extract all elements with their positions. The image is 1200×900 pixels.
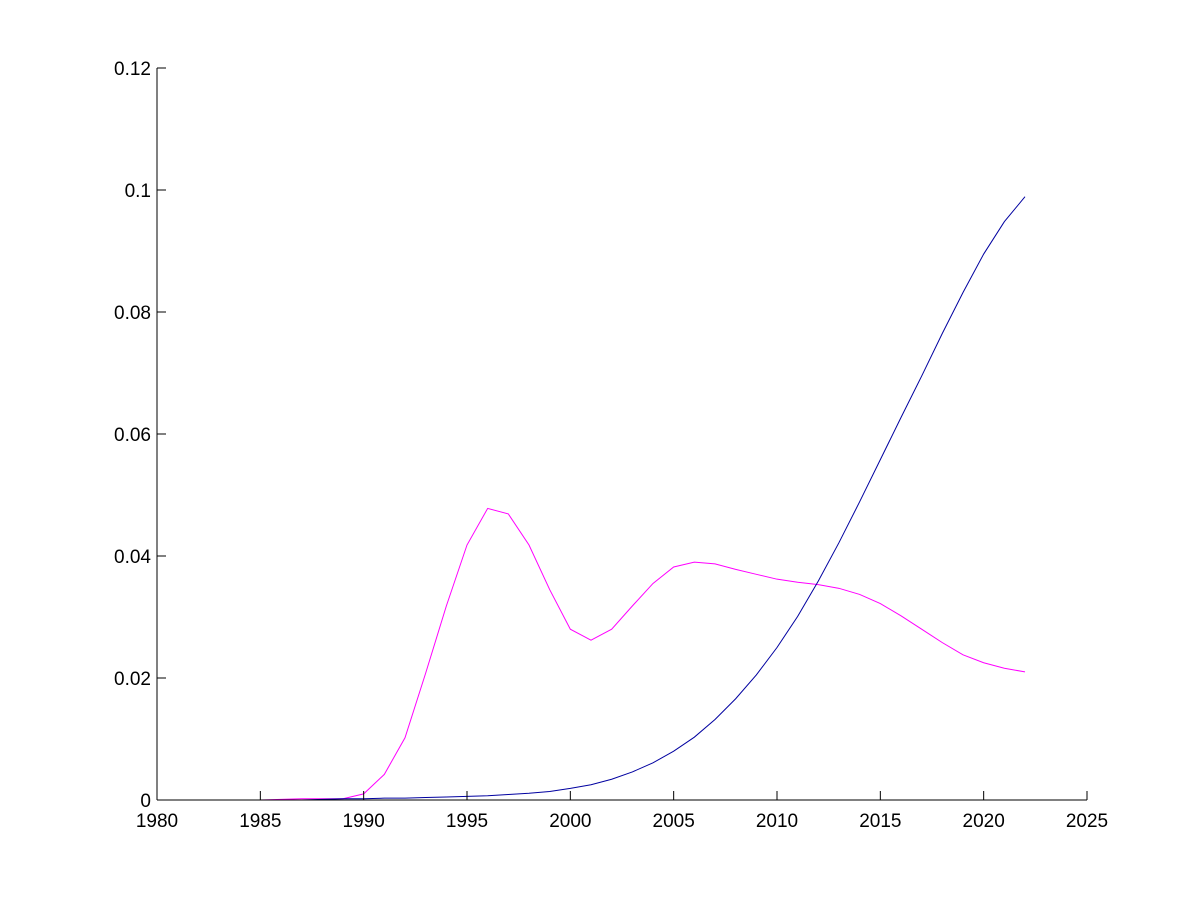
x-tick-label: 1995 xyxy=(446,811,488,832)
axes-layer: 1980 1985 1990 1995 2000 2005 2010 2015 2020 2025… xyxy=(114,59,1108,832)
x-tick-label: 1985 xyxy=(239,811,281,832)
y-tick-label: 0.04 xyxy=(114,547,151,568)
x-tick-label: 2020 xyxy=(963,811,1005,832)
x-tick-label: 1980 xyxy=(136,811,178,832)
y-tick-label: 0.12 xyxy=(114,59,151,80)
series-layer xyxy=(157,196,1026,801)
y-tick-label: 0.1 xyxy=(125,181,151,202)
series-line-2 xyxy=(157,196,1026,801)
x-tick-label: 2005 xyxy=(653,811,695,832)
x-tick-label: 2015 xyxy=(859,811,901,832)
x-tick-label: 2025 xyxy=(1066,811,1108,832)
y-tick-label: 0.08 xyxy=(114,303,151,324)
x-tick-label: 2010 xyxy=(756,811,798,832)
y-tick-label: 0.02 xyxy=(114,669,151,690)
y-tick-label: 0.06 xyxy=(114,425,151,446)
series-line-1 xyxy=(157,507,1026,801)
y-tick-label: 0 xyxy=(140,791,151,812)
x-tick-label: 1990 xyxy=(343,811,385,832)
x-tick-label: 2000 xyxy=(549,811,591,832)
